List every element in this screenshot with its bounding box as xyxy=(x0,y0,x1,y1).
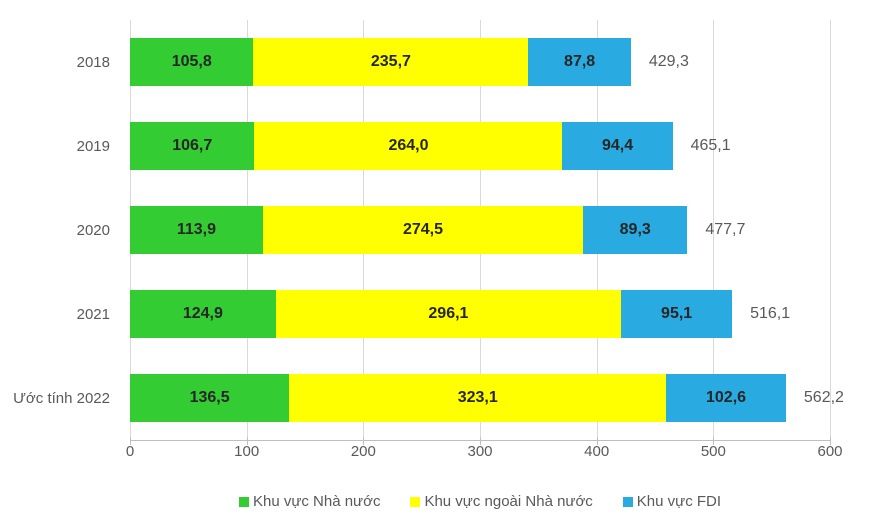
bar-total-label: 477,7 xyxy=(705,221,745,239)
bar-segment: 323,1 xyxy=(289,374,666,422)
legend-label: Khu vực Nhà nước xyxy=(253,493,380,510)
x-tick-label: 0 xyxy=(126,443,134,460)
bar-total-label: 465,1 xyxy=(691,137,731,155)
bar-segment: 102,6 xyxy=(666,374,786,422)
bar-segment: 95,1 xyxy=(621,290,732,338)
y-axis-labels: 2018 2019 2020 2021 Ước tính 2022 xyxy=(0,20,120,440)
y-axis-label: 2020 xyxy=(0,206,120,254)
bar-row: 105,8235,787,8429,3 xyxy=(130,38,830,86)
y-axis-label: Ước tính 2022 xyxy=(0,374,120,422)
bar-total-label: 562,2 xyxy=(804,389,844,407)
bar-segment: 274,5 xyxy=(263,206,583,254)
y-axis-label: 2021 xyxy=(0,290,120,338)
y-axis-label: 2018 xyxy=(0,38,120,86)
legend-swatch xyxy=(410,497,420,507)
x-axis: 0100200300400500600 xyxy=(130,440,830,470)
x-tick-label: 400 xyxy=(584,443,609,460)
x-tick-label: 100 xyxy=(234,443,259,460)
legend-label: Khu vực FDI xyxy=(637,493,721,510)
bar-row: 124,9296,195,1516,1 xyxy=(130,290,830,338)
legend-item: Khu vực ngoài Nhà nước xyxy=(410,493,592,510)
bar-stack: 105,8235,787,8 xyxy=(130,38,830,86)
bar-row: 113,9274,589,3 477,7 xyxy=(130,206,830,254)
legend-swatch xyxy=(623,497,633,507)
x-tick-label: 200 xyxy=(351,443,376,460)
x-tick-label: 600 xyxy=(817,443,842,460)
bar-total-label: 429,3 xyxy=(649,53,689,71)
legend-item: Khu vực Nhà nước xyxy=(239,493,380,510)
bar-segment: 264,0 xyxy=(254,122,562,170)
plot-area: 105,8235,787,8429,3106,7264,094,4465,111… xyxy=(130,20,830,440)
legend-swatch xyxy=(239,497,249,507)
x-tick-label: 500 xyxy=(701,443,726,460)
bar-segment: 106,7 xyxy=(130,122,254,170)
bars-container: 105,8235,787,8429,3106,7264,094,4465,111… xyxy=(130,20,830,440)
y-axis-label: 2019 xyxy=(0,122,120,170)
legend-label: Khu vực ngoài Nhà nước xyxy=(424,493,592,510)
bar-segment: 94,4 xyxy=(562,122,672,170)
bar-segment: 105,8 xyxy=(130,38,253,86)
bar-segment: 89,3 xyxy=(583,206,687,254)
stacked-bar-chart: 105,8235,787,8429,3106,7264,094,4465,111… xyxy=(0,0,890,520)
bar-segment: 296,1 xyxy=(276,290,621,338)
gridline xyxy=(830,20,831,440)
bar-total-label: 516,1 xyxy=(750,305,790,323)
bar-stack: 136,5323,1102,6 xyxy=(130,374,830,422)
x-tick-label: 300 xyxy=(467,443,492,460)
bar-segment: 136,5 xyxy=(130,374,289,422)
bar-segment: 124,9 xyxy=(130,290,276,338)
bar-segment: 235,7 xyxy=(253,38,528,86)
bar-stack: 124,9296,195,1 xyxy=(130,290,830,338)
bar-row: 106,7264,094,4 465,1 xyxy=(130,122,830,170)
bar-row: 136,5323,1102,6562,2 xyxy=(130,374,830,422)
legend-item: Khu vực FDI xyxy=(623,493,721,510)
bar-segment: 113,9 xyxy=(130,206,263,254)
legend: Khu vực Nhà nước Khu vực ngoài Nhà nước Kh… xyxy=(130,493,830,510)
bar-segment: 87,8 xyxy=(528,38,630,86)
